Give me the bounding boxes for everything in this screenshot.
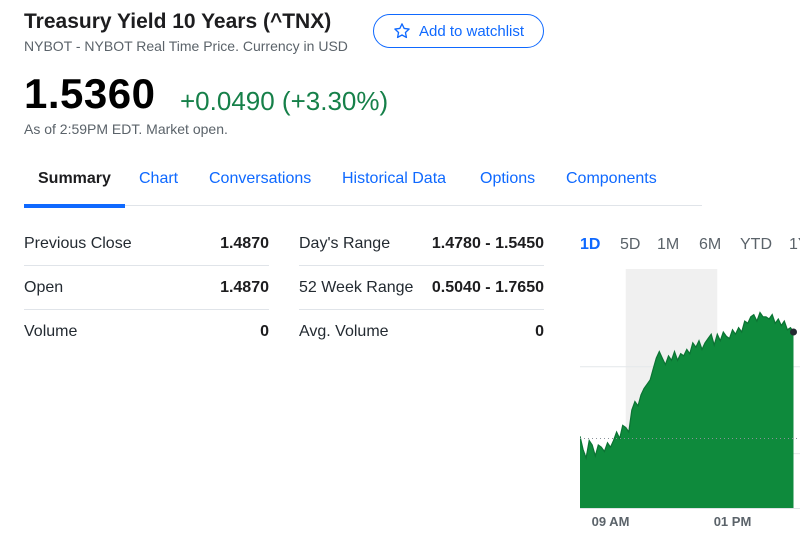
price-change: +0.0490 (+3.30%) <box>180 86 389 116</box>
stat-value: 1.4870 <box>220 279 269 296</box>
stats-table-right: Day's Range 1.4780 - 1.5450 52 Week Rang… <box>299 222 544 354</box>
x-tick-label: 01 PM <box>714 514 752 529</box>
quote-title: Treasury Yield 10 Years (^TNX) <box>24 10 332 33</box>
range-ytd[interactable]: YTD <box>740 236 772 253</box>
star-icon <box>393 22 411 40</box>
tab-historical-data[interactable]: Historical Data <box>342 170 447 187</box>
x-tick-label: 09 AM <box>592 514 630 529</box>
market-status: As of 2:59PM EDT. Market open. <box>24 121 228 137</box>
range-1m[interactable]: 1M <box>657 236 680 253</box>
add-to-watchlist-label: Add to watchlist <box>418 22 525 40</box>
tab-options[interactable]: Options <box>480 170 536 187</box>
stats-table-left: Previous Close 1.4870 Open 1.4870 Volume… <box>24 222 269 354</box>
stat-label: Open <box>24 279 64 296</box>
stat-label: Avg. Volume <box>299 323 389 340</box>
tabs-divider <box>125 205 702 206</box>
table-row: Previous Close 1.4870 <box>24 222 269 266</box>
stat-value: 0.5040 - 1.7650 <box>431 279 544 296</box>
stat-value: 1.4870 <box>220 235 269 252</box>
table-row: Volume 0 <box>24 310 269 354</box>
tab-summary[interactable]: Summary <box>38 170 111 187</box>
active-tab-indicator <box>24 204 125 208</box>
last-price-marker <box>790 328 797 336</box>
tab-components[interactable]: Components <box>566 170 657 187</box>
range-1y[interactable]: 1Y <box>789 236 800 253</box>
tab-chart[interactable]: Chart <box>139 170 179 187</box>
range-1d[interactable]: 1D <box>580 236 601 253</box>
current-price: 1.5360 <box>24 70 156 117</box>
stat-label: 52 Week Range <box>299 279 414 296</box>
stat-label: Previous Close <box>24 235 132 252</box>
tab-conversations[interactable]: Conversations <box>209 170 312 187</box>
table-row: Open 1.4870 <box>24 266 269 310</box>
stat-label: Volume <box>24 323 78 340</box>
range-5d[interactable]: 5D <box>620 236 641 253</box>
intraday-chart[interactable]: 09 AM 01 PM <box>580 265 800 534</box>
stat-value: 0 <box>535 323 544 340</box>
price-line <box>580 311 794 461</box>
price-area <box>580 312 794 508</box>
quote-tabs: Summary Chart Conversations Historical D… <box>24 160 800 208</box>
table-row: 52 Week Range 0.5040 - 1.7650 <box>299 266 544 310</box>
stat-value: 1.4780 - 1.5450 <box>431 235 544 252</box>
stat-label: Day's Range <box>299 235 391 252</box>
table-row: Avg. Volume 0 <box>299 310 544 354</box>
table-row: Day's Range 1.4780 - 1.5450 <box>299 222 544 266</box>
range-6m[interactable]: 6M <box>699 236 722 253</box>
add-to-watchlist-button[interactable]: Add to watchlist <box>373 14 544 48</box>
stat-value: 0 <box>260 323 269 340</box>
quote-subtitle: NYBOT - NYBOT Real Time Price. Currency … <box>24 38 348 54</box>
